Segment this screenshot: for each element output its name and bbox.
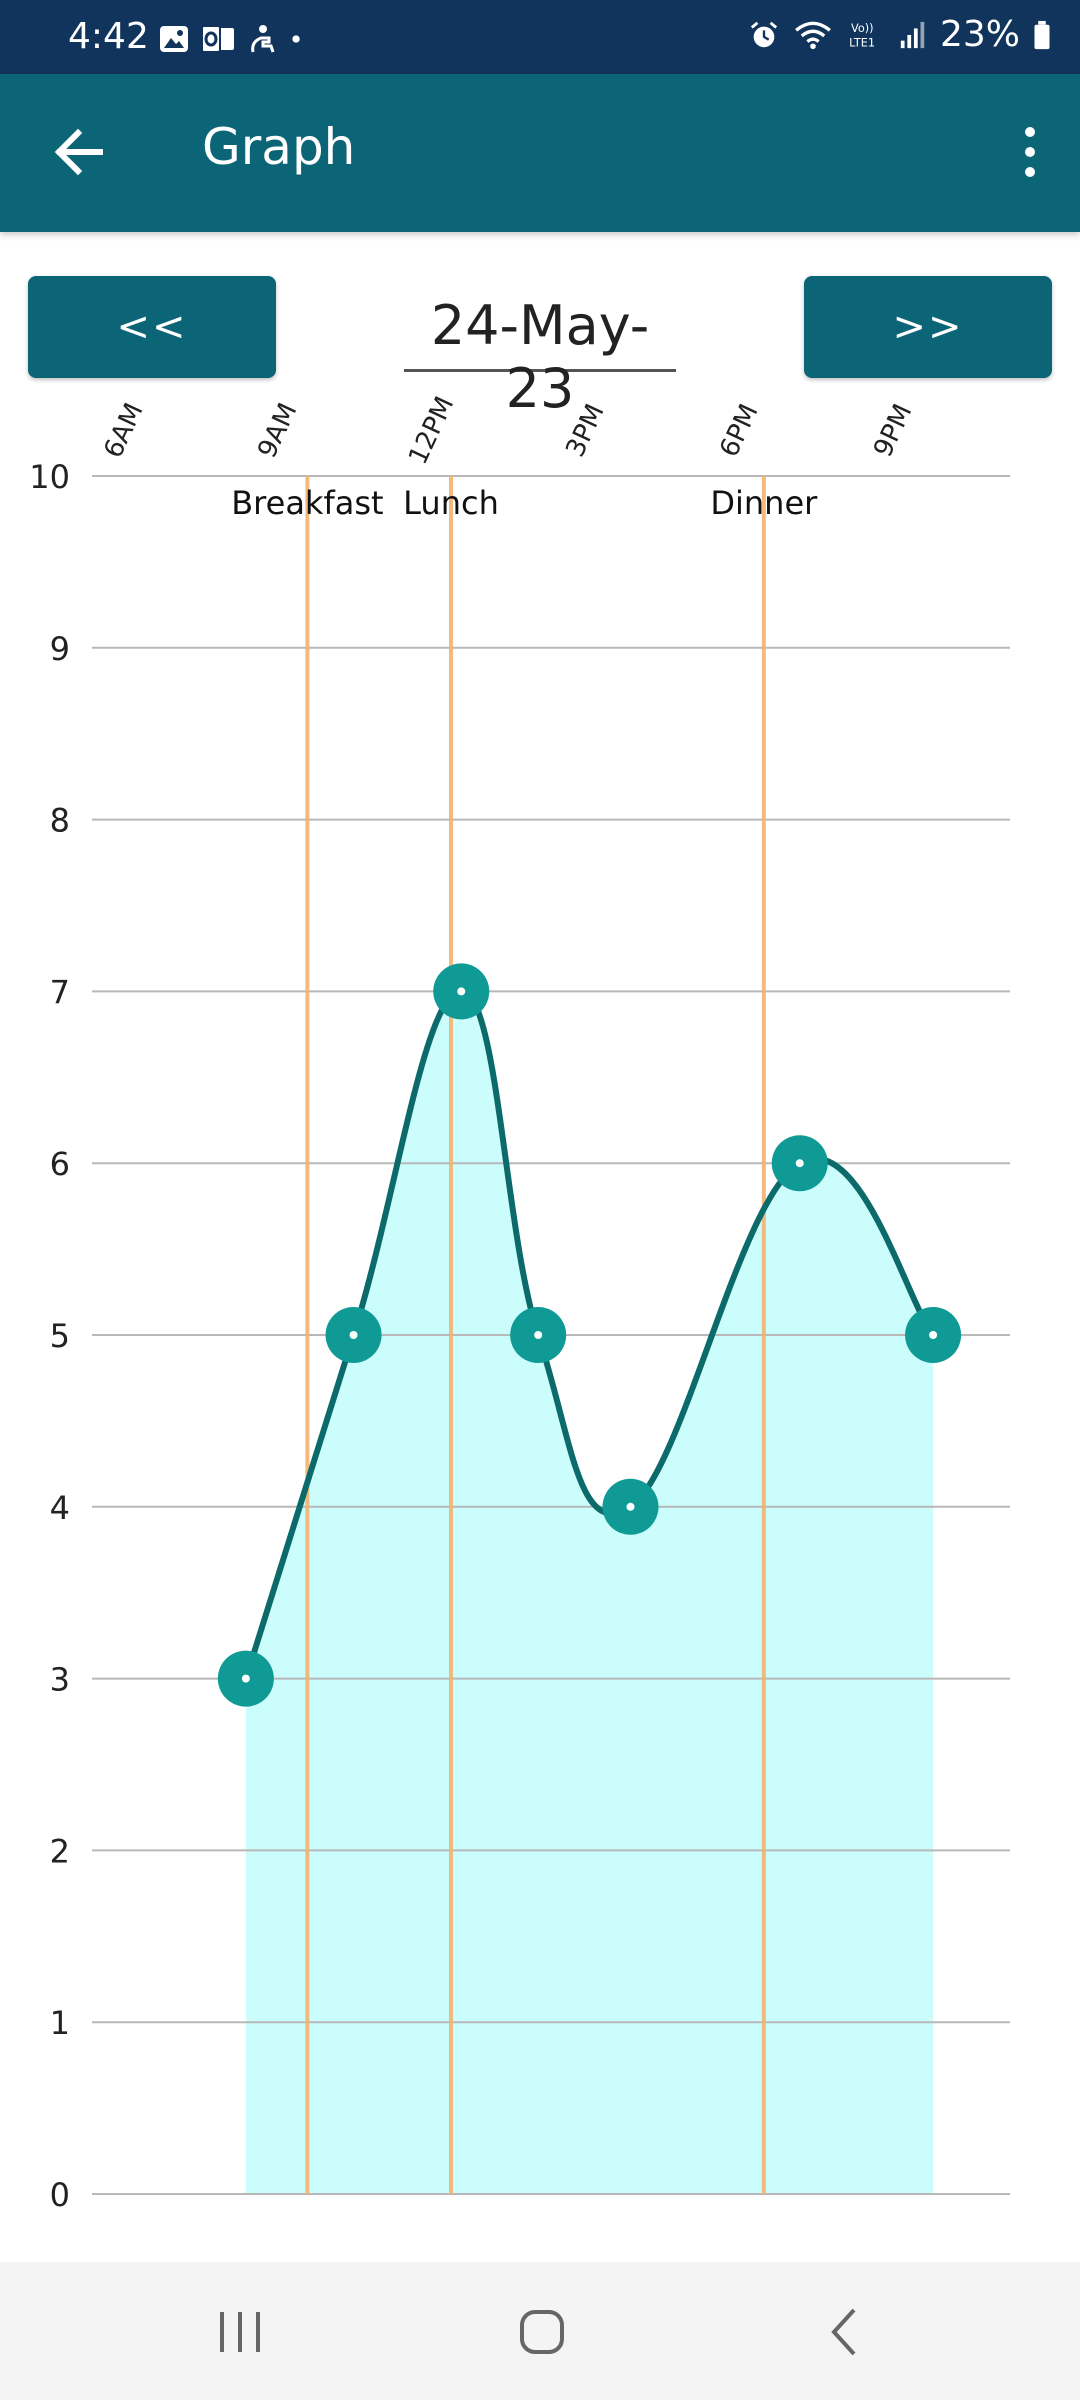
arrow-left-icon[interactable]	[48, 120, 112, 184]
x-tick-label: 6AM	[98, 399, 149, 463]
more-vertical-icon[interactable]	[1010, 120, 1050, 184]
y-tick-label: 6	[50, 1145, 70, 1183]
alarm-icon	[750, 21, 778, 47]
recents-icon[interactable]	[210, 2302, 270, 2362]
date-label[interactable]: 24-May-23	[404, 294, 676, 420]
y-tick-label: 8	[50, 802, 70, 840]
y-tick-label: 7	[50, 973, 70, 1011]
y-tick-label: 10	[29, 458, 70, 496]
page-title: Graph	[202, 118, 356, 176]
meal-marker-label: Breakfast	[231, 484, 383, 522]
status-time: 4:42	[68, 16, 149, 57]
data-point-center	[349, 1331, 358, 1339]
y-tick-label: 3	[50, 1661, 70, 1699]
glucose-chart: 0 1 2 3 4 5 6 7 8 9 10 6AM 9AM 12PM 3PM 6PM 9PM Breakfast…	[29, 392, 1010, 2214]
x-tick-label: 9AM	[252, 399, 303, 463]
meal-marker-label: Lunch	[403, 484, 499, 522]
status-right-icons: Vo)) LTE1 23%	[748, 14, 1052, 55]
data-point-center	[457, 987, 466, 996]
y-tick-label: 0	[50, 2176, 70, 2214]
dot-icon	[292, 35, 300, 43]
battery-icon	[1034, 20, 1050, 49]
data-point-center	[241, 1674, 250, 1683]
data-point-center	[929, 1331, 938, 1339]
x-tick-label: 9PM	[868, 400, 918, 462]
status-bar: 4:42 Vo)	[0, 0, 1080, 74]
data-point-center	[626, 1502, 635, 1511]
y-tick-label: 1	[50, 2004, 70, 2042]
meal-marker-label: Dinner	[710, 484, 818, 522]
app-bar: Graph	[0, 74, 1080, 232]
next-day-button[interactable]: >>	[804, 276, 1052, 378]
y-tick-label: 4	[50, 1489, 70, 1527]
wifi-icon	[795, 21, 831, 49]
data-point-center	[795, 1159, 804, 1168]
previous-day-button[interactable]: <<	[28, 276, 276, 378]
back-icon[interactable]	[816, 2302, 876, 2362]
y-tick-label: 9	[50, 630, 70, 668]
y-tick-label: 5	[50, 1317, 70, 1355]
x-tick-label: 3PM	[560, 400, 610, 462]
accessibility-icon	[251, 25, 275, 53]
signal-icon	[900, 21, 925, 48]
x-tick-label: 12PM	[403, 392, 460, 469]
svg-text:Vo)): Vo))	[851, 22, 873, 35]
y-tick-label: 2	[50, 1832, 70, 1870]
status-left-icons	[158, 24, 310, 54]
battery-percent: 23%	[939, 14, 1020, 55]
svg-text:LTE1: LTE1	[849, 36, 875, 49]
series-area	[245, 991, 934, 2194]
home-icon[interactable]	[512, 2302, 572, 2362]
gallery-icon	[160, 26, 188, 52]
outlook-icon	[201, 25, 234, 53]
system-nav-bar	[0, 2262, 1080, 2400]
volte-icon: Vo)) LTE1	[849, 22, 875, 49]
data-point-center	[534, 1331, 543, 1339]
x-tick-label: 6PM	[714, 400, 764, 462]
